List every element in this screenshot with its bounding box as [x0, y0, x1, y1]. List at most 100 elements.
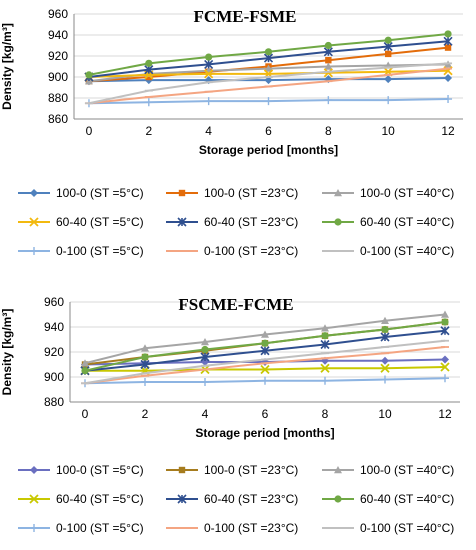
legend-marker	[334, 466, 342, 474]
legend-label: 60-40 (ST =5°C)	[56, 492, 144, 506]
legend-label: 100-0 (ST =5°C)	[56, 186, 144, 200]
series-6	[81, 318, 449, 375]
legend-marker	[30, 524, 38, 532]
data-point	[141, 353, 149, 361]
data-point	[324, 41, 332, 50]
y-tick-label: 880	[44, 395, 64, 409]
legend-item: 100-0 (ST =23°C)	[166, 186, 298, 200]
data-point	[201, 338, 209, 346]
data-point	[321, 332, 329, 340]
legend-item: 100-0 (ST =40°C)	[322, 463, 454, 477]
legend-item: 60-40 (ST =23°C)	[166, 215, 298, 229]
legend-item: 100-0 (ST =5°C)	[18, 463, 144, 477]
data-point	[384, 75, 393, 84]
data-point	[81, 359, 89, 367]
data-point	[261, 330, 269, 338]
legend-item: 0-100 (ST =23°C)	[166, 521, 298, 535]
data-point	[204, 59, 214, 69]
legend-label: 100-0 (ST =23°C)	[204, 186, 298, 200]
x-tick-label: 0	[86, 124, 93, 138]
data-point	[85, 71, 93, 79]
legend-item: 100-0 (ST =23°C)	[166, 463, 298, 477]
legend-item: 0-100 (ST =40°C)	[322, 244, 454, 258]
data-point	[383, 41, 393, 52]
data-point	[320, 339, 330, 350]
x-axis-title: Storage period [months]	[195, 426, 334, 440]
legend-label: 0-100 (ST =40°C)	[360, 244, 454, 258]
chart-title: FSCME-FCME	[178, 295, 293, 314]
x-tick-label: 4	[205, 124, 212, 138]
data-point	[381, 316, 389, 324]
y-tick-label: 880	[48, 91, 68, 105]
x-axis-title: Storage period [months]	[199, 143, 338, 157]
series-7	[84, 95, 453, 108]
data-point	[384, 36, 392, 44]
data-point	[144, 65, 154, 75]
legend-marker	[30, 189, 38, 197]
data-point	[324, 62, 333, 70]
series-9	[84, 62, 453, 105]
data-point	[444, 44, 452, 51]
data-point	[441, 355, 449, 364]
legend-marker	[30, 247, 38, 255]
data-point	[441, 310, 449, 318]
chart-fscme-fcme: 880 900 920 940 960 0 2 4 6 8 10 12 FSCME-FCME Storag…	[0, 295, 460, 535]
data-point	[201, 378, 209, 386]
data-point	[200, 352, 210, 362]
legend-item: 0-100 (ST =23°C)	[166, 244, 298, 258]
legend-marker	[334, 495, 342, 503]
y-tick-label: 960	[44, 295, 64, 309]
y-axis-title: Density [kg/m³]	[0, 309, 14, 396]
data-point	[380, 363, 390, 373]
legend-marker	[178, 466, 186, 474]
data-point	[381, 375, 389, 384]
x-tick-label: 2	[142, 407, 149, 421]
data-point	[145, 59, 153, 67]
data-point	[444, 95, 453, 104]
data-point	[260, 346, 270, 356]
data-point	[441, 374, 449, 383]
y-tick-label: 920	[44, 345, 64, 359]
y-tick-label: 860	[48, 112, 68, 126]
x-tick-label: 8	[325, 124, 332, 138]
x-tick-label: 12	[441, 124, 455, 138]
legend-marker	[177, 217, 187, 227]
data-point	[141, 344, 149, 352]
data-point	[324, 96, 333, 105]
data-point	[440, 326, 450, 336]
legend-marker	[29, 217, 39, 227]
y-tick-label: 900	[48, 70, 68, 84]
legend-label: 60-40 (ST =23°C)	[204, 215, 298, 229]
data-point	[140, 359, 150, 370]
data-point	[384, 50, 392, 58]
data-point	[204, 69, 214, 79]
legend-marker	[177, 494, 187, 504]
legend-label: 100-0 (ST =40°C)	[360, 186, 454, 200]
legend-label: 0-100 (ST =40°C)	[360, 521, 454, 535]
legend-label: 60-40 (ST =23°C)	[204, 492, 298, 506]
data-point	[323, 68, 333, 78]
data-point	[81, 367, 89, 375]
legend-marker	[334, 218, 342, 226]
y-tick-label: 900	[44, 370, 64, 384]
legend-item: 100-0 (ST =5°C)	[18, 186, 144, 200]
data-point	[261, 339, 269, 347]
legend-label: 0-100 (ST =5°C)	[56, 521, 144, 535]
data-point	[260, 364, 270, 375]
x-tick-label: 8	[322, 407, 329, 421]
legend-label: 0-100 (ST =23°C)	[204, 244, 298, 258]
legend-item: 0-100 (ST =40°C)	[322, 521, 454, 535]
data-point	[264, 48, 273, 56]
series-9	[81, 339, 449, 385]
y-axis-title: Density [kg/m³]	[0, 23, 14, 110]
legend-item: 100-0 (ST =40°C)	[322, 186, 454, 200]
data-point	[384, 96, 393, 105]
series-3	[81, 310, 449, 367]
data-point	[201, 345, 209, 354]
legend-label: 100-0 (ST =5°C)	[56, 463, 144, 477]
legend-item: 60-40 (ST =5°C)	[18, 215, 144, 229]
series-line	[84, 313, 446, 365]
data-point	[264, 64, 273, 72]
data-point	[440, 362, 450, 372]
